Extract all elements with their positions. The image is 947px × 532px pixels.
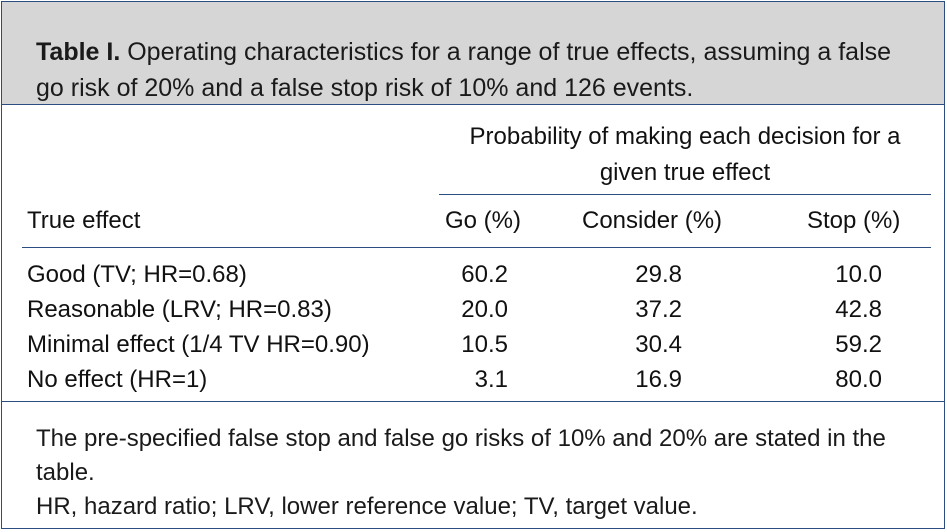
column-header-stop: Stop (%) — [807, 207, 901, 234]
stop-value: 80.0 — [835, 366, 882, 393]
group-header-rule — [439, 194, 931, 195]
row-label: No effect (HR=1) — [27, 366, 208, 393]
column-header-consider: Consider (%) — [582, 207, 723, 234]
row-label: Minimal effect (1/4 TV HR=0.90) — [27, 331, 370, 358]
table-row: Reasonable (LRV; HR=0.83) 20.0 37.2 42.8 — [2, 296, 946, 331]
consider-value: 16.9 — [635, 366, 682, 393]
table-caption-text: Operating characteristics for a range of… — [36, 38, 892, 102]
row-label: Reasonable (LRV; HR=0.83) — [27, 296, 332, 323]
stop-value: 10.0 — [835, 261, 882, 288]
go-value: 10.5 — [461, 331, 508, 358]
column-header-true-effect: True effect — [27, 207, 141, 234]
table-row: Good (TV; HR=0.68) 60.2 29.8 10.0 — [2, 261, 946, 296]
table-row: Minimal effect (1/4 TV HR=0.90) 10.5 30.… — [2, 331, 946, 366]
go-value: 20.0 — [461, 296, 508, 323]
table-row: No effect (HR=1) 3.1 16.9 80.0 — [2, 366, 946, 401]
footnote-abbreviations: HR, hazard ratio; LRV, lower reference v… — [36, 493, 698, 520]
group-header: Probability of making each decision for … — [469, 123, 901, 186]
go-value: 3.1 — [474, 366, 508, 393]
consider-value: 30.4 — [635, 331, 682, 358]
table-caption: Table I. Operating characteristics for a… — [2, 2, 944, 105]
consider-value: 29.8 — [635, 261, 682, 288]
stop-value: 42.8 — [835, 296, 882, 323]
data-table: Probability of making each decision for … — [2, 105, 944, 402]
footnote-risks: The pre-specified false stop and false g… — [36, 425, 886, 486]
table-footnotes: The pre-specified false stop and false g… — [2, 402, 944, 524]
go-value: 60.2 — [461, 261, 508, 288]
header-rule — [22, 247, 931, 248]
column-header-go: Go (%) — [445, 207, 522, 234]
consider-value: 37.2 — [635, 296, 682, 323]
table-caption-label: Table I. — [36, 38, 121, 66]
stop-value: 59.2 — [835, 331, 882, 358]
row-label: Good (TV; HR=0.68) — [27, 261, 247, 288]
